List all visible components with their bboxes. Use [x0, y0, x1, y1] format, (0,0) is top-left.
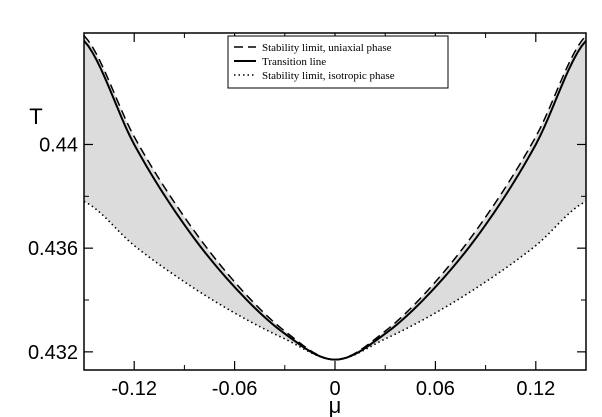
x-tick-label: -0.12 — [111, 378, 157, 400]
shaded-region-area — [84, 35, 586, 360]
legend-entry-label: Transition line — [262, 56, 326, 68]
series-lines — [84, 35, 586, 361]
x-tick-label: -0.06 — [212, 378, 258, 400]
x-tick-label: 0.06 — [416, 378, 455, 400]
legend-entry-label: Stability limit, isotropic phase — [262, 70, 395, 82]
series-line-dotted — [84, 200, 586, 361]
y-tick-label: 0.432 — [28, 342, 78, 364]
y-tick-label: 0.44 — [39, 134, 78, 156]
x-tick-label: 0 — [329, 378, 340, 400]
series-line-dashed — [84, 35, 586, 361]
series-line-solid — [84, 40, 586, 361]
x-tick-label: 0.12 — [516, 378, 555, 400]
metastable-shaded-region — [84, 35, 586, 360]
legend: Stability limit, uniaxial phase Transitio… — [227, 35, 449, 89]
y-tick-label: 0.436 — [28, 238, 78, 260]
y-axis-label: T — [29, 104, 42, 129]
legend-entry-label: Stability limit, uniaxial phase — [262, 42, 392, 54]
legend-box — [227, 35, 449, 89]
tick-labels: -0.12 -0.06 0 0.06 0.12 0.432 0.436 0.44 — [28, 134, 555, 400]
x-axis-label: μ — [329, 393, 342, 417]
